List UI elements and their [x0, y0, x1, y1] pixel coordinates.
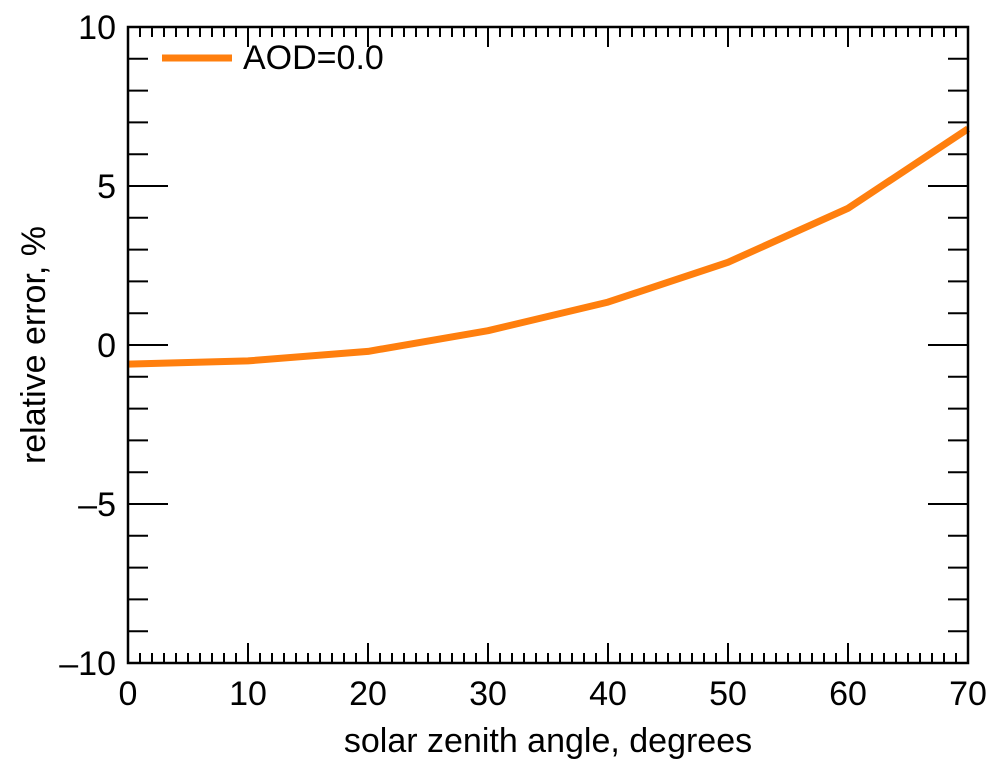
legend: AOD=0.0 [162, 39, 384, 77]
x-tick-label: 0 [119, 675, 138, 713]
x-tick-label: 70 [949, 675, 987, 713]
x-tick-label: 40 [589, 675, 627, 713]
y-axis-label: relative error, % [15, 226, 53, 464]
y-tick-label: 5 [97, 168, 116, 206]
x-tick-label: 30 [469, 675, 507, 713]
x-axis-label: solar zenith angle, degrees [344, 722, 752, 759]
axis-ticks [127, 26, 969, 664]
legend-label: AOD=0.0 [243, 39, 384, 77]
y-tick-label: 10 [78, 9, 116, 47]
y-tick-label: –10 [59, 645, 116, 683]
x-tick-label: 20 [349, 675, 387, 713]
series-line [127, 125, 970, 368]
series-layer [127, 125, 970, 368]
x-tick-label: 50 [709, 675, 747, 713]
plot-frame [126, 25, 970, 665]
tick-labels: 0 10 20 30 40 50 60 70 –10 –5 0 5 10 [59, 9, 987, 713]
x-tick-label: 10 [229, 675, 267, 713]
y-tick-label: 0 [97, 327, 116, 365]
x-tick-label: 60 [829, 675, 867, 713]
y-tick-label: –5 [78, 486, 116, 524]
